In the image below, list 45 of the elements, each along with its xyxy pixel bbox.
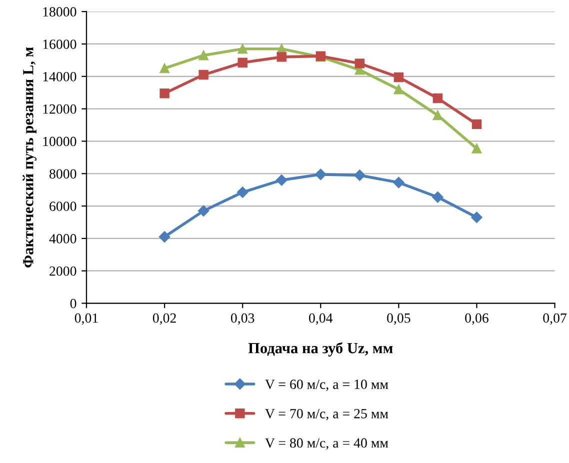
point <box>315 168 326 180</box>
y-tick-label: 0 <box>70 298 76 308</box>
y-tick-label: 6000 <box>50 202 76 211</box>
x-tick-label: 0,04 <box>309 313 333 325</box>
point <box>354 170 366 181</box>
point <box>393 176 404 188</box>
y-tick-label: 18000 <box>43 7 76 17</box>
x-tick-label: 0,07 <box>543 313 567 325</box>
y-tick-label: 8000 <box>50 169 76 179</box>
point <box>238 58 248 68</box>
point <box>354 58 365 68</box>
point <box>276 52 286 62</box>
x-axis-title: Подача на зуб Uz, мм <box>248 342 393 356</box>
point <box>160 88 170 98</box>
point <box>432 110 443 120</box>
point <box>471 212 482 223</box>
point <box>198 50 208 60</box>
y-tick-label: 14000 <box>43 72 76 82</box>
point <box>198 70 208 80</box>
point <box>472 119 482 130</box>
point <box>472 144 482 154</box>
legend-label: V = 60 м/с, a = 10 мм <box>265 380 388 391</box>
y-tick-label: 4000 <box>49 234 76 244</box>
y-tick-label: 10000 <box>43 136 76 146</box>
x-tick-label: 0,01 <box>74 313 98 325</box>
point <box>394 72 404 82</box>
x-tick-label: 0,05 <box>387 313 410 325</box>
point <box>160 63 170 74</box>
point <box>432 192 444 203</box>
legend-label: V = 80 м/с, a = 40 мм <box>265 438 388 450</box>
y-tick-label: 12000 <box>43 104 76 114</box>
y-tick-label: 2000 <box>50 266 76 276</box>
point <box>432 93 443 104</box>
legend-label: V = 70 м/с, a = 25 мм <box>265 408 388 420</box>
point <box>238 44 248 54</box>
y-axis-title: Фактический путь резания L, м <box>22 47 36 268</box>
point <box>158 231 170 242</box>
x-tick-label: 0,03 <box>230 313 254 325</box>
x-tick-label: 0,02 <box>152 313 176 325</box>
point <box>236 186 248 198</box>
x-tick-label: 0,06 <box>465 313 488 325</box>
y-tick-label: 16000 <box>43 40 76 49</box>
point <box>276 174 288 186</box>
point <box>198 205 210 216</box>
point <box>394 84 404 94</box>
